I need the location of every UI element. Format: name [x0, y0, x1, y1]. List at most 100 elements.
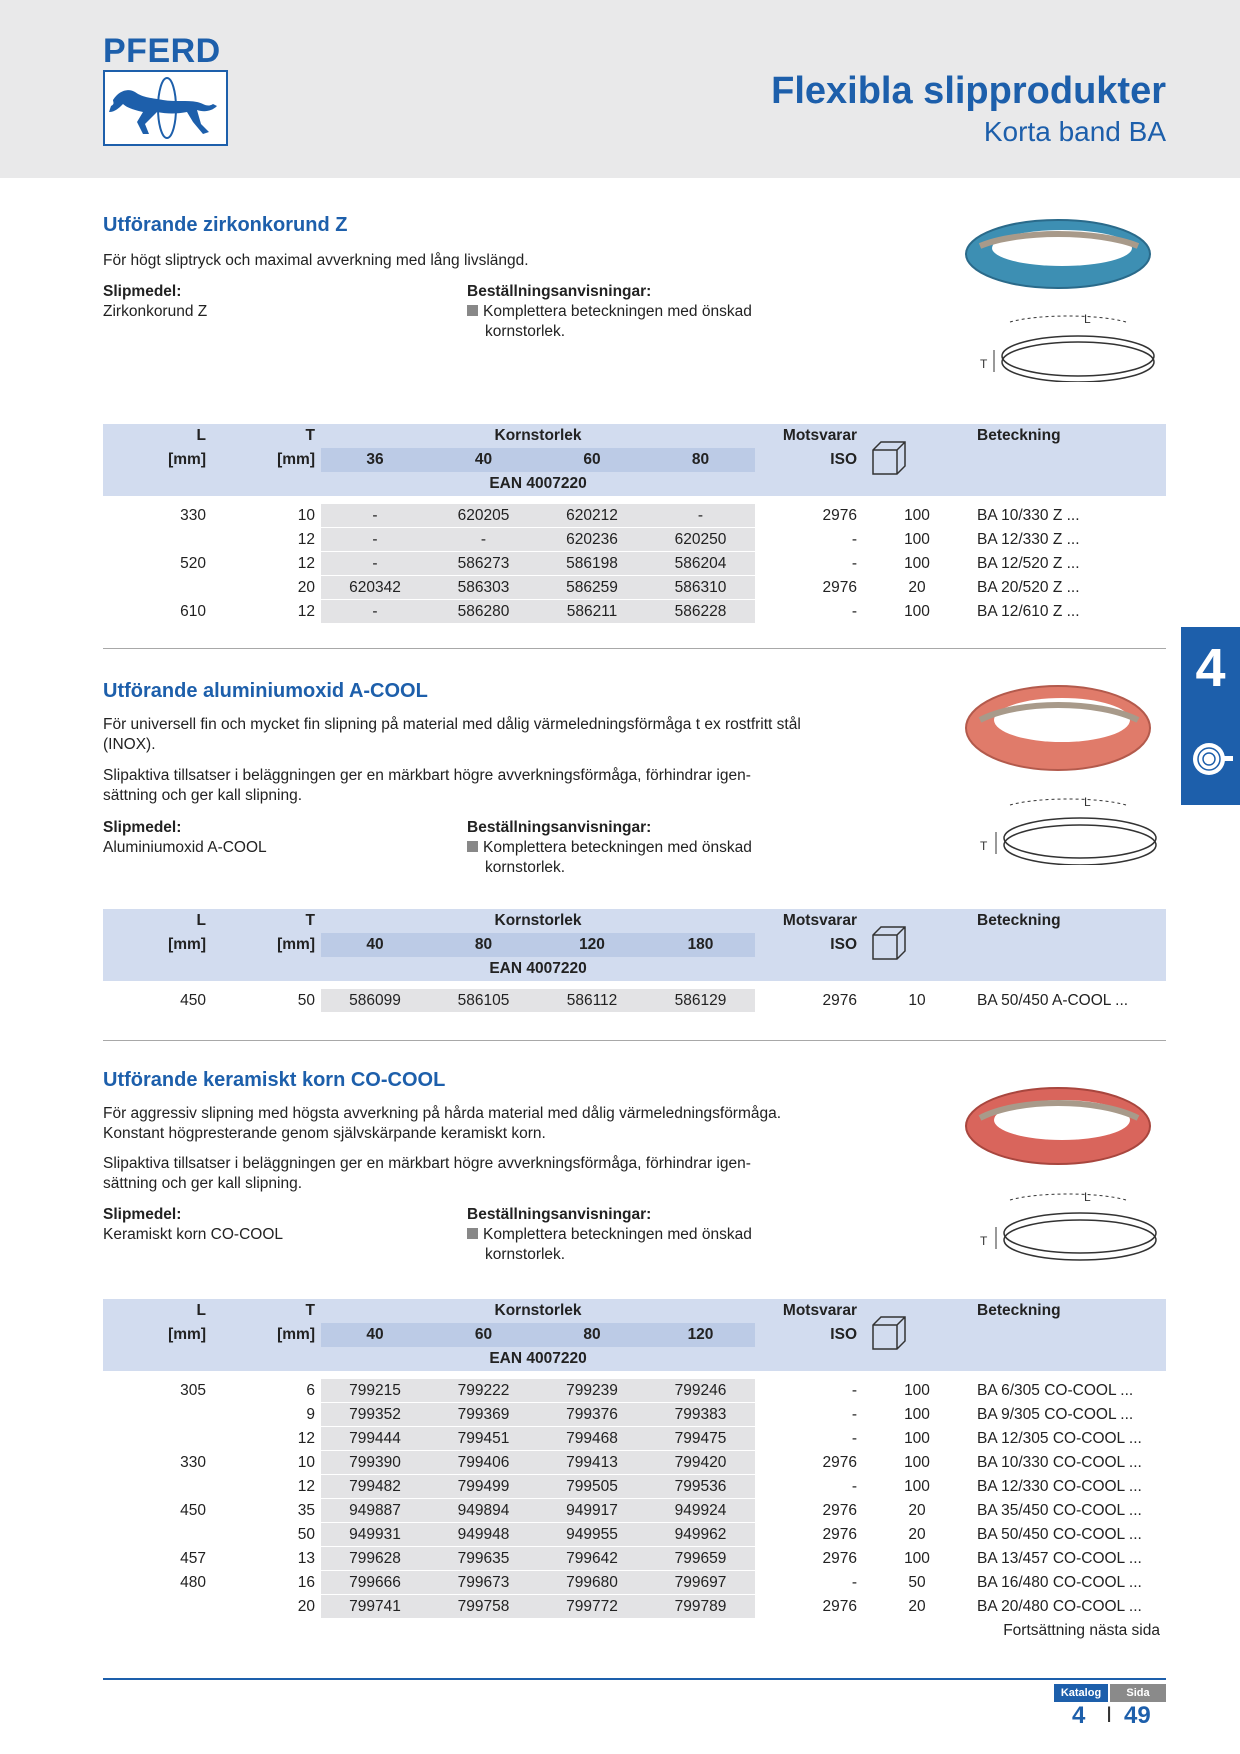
grit-header: 60: [429, 1323, 538, 1347]
section-title-acool: Utförande aluminiumoxid A-COOL: [103, 680, 428, 702]
cell-iso: -: [755, 1379, 863, 1403]
cell-ean: 799222: [429, 1379, 538, 1403]
cell-qty: 100: [863, 1547, 971, 1571]
cell-ean: 799505: [538, 1475, 646, 1499]
pferd-logo: PFERD: [103, 34, 228, 146]
cell-ean: -: [321, 528, 429, 552]
cell-qty: 100: [863, 504, 971, 528]
cell-ean: 799239: [538, 1379, 646, 1403]
col-L: L: [103, 424, 212, 448]
katalog-number: 4: [1072, 1702, 1086, 1729]
order-block: Beställningsanvisningar: Komplettera bet…: [467, 1205, 752, 1265]
cell-T: 6: [212, 1379, 321, 1403]
cell-iso: 2976: [755, 1499, 863, 1523]
cell-beteckning: BA 16/480 CO-COOL ...: [971, 1571, 1166, 1595]
cell-ean: 799420: [646, 1451, 755, 1475]
cell-ean: 799758: [429, 1595, 538, 1619]
horse-logo-icon: [103, 70, 228, 146]
col-beteckning: Beteckning: [971, 424, 1166, 496]
cell-T: 12: [212, 600, 321, 624]
order-block: Beställningsanvisningar: Komplettera bet…: [467, 818, 752, 878]
cell-ean: 586273: [429, 552, 538, 576]
bullet-square-icon: [467, 841, 478, 852]
package-icon: [863, 909, 971, 981]
cell-ean: 586280: [429, 600, 538, 624]
cell-qty: 100: [863, 528, 971, 552]
col-L-unit: [mm]: [103, 1323, 212, 1347]
cell-T: 50: [212, 989, 321, 1013]
slipmedel-value: Keramiskt korn CO-COOL: [103, 1226, 284, 1243]
col-T: T: [212, 909, 321, 933]
order-label: Beställningsanvisningar:: [467, 283, 652, 300]
section-desc: För aggressiv slipning med högsta avverk…: [103, 1105, 782, 1142]
cell-ean: 799659: [646, 1547, 755, 1571]
cell-ean: 586198: [538, 552, 646, 576]
package-icon: [863, 424, 971, 496]
cell-qty: 100: [863, 600, 971, 624]
cell-T: 13: [212, 1547, 321, 1571]
cell-L: 457: [103, 1547, 212, 1571]
cell-qty: 20: [863, 1499, 971, 1523]
cell-ean: 799499: [429, 1475, 538, 1499]
bullet-square-icon: [467, 1228, 478, 1239]
col-kornstorlek: Kornstorlek: [321, 424, 755, 448]
slipmedel-value: Zirkonkorund Z: [103, 303, 208, 320]
cell-ean: 949924: [646, 1499, 755, 1523]
product-table-cocool: L T Kornstorlek Motsvarar Beteckning [mm…: [103, 1299, 1166, 1619]
section-title-zirkon: Utförande zirkonkorund Z: [103, 214, 348, 236]
table-row: 450 35 949887 949894 949917 949924 2976 20 BA 35…: [103, 1499, 1166, 1523]
grit-header: 80: [646, 448, 755, 472]
grit-header: 40: [429, 448, 538, 472]
cell-qty: 100: [863, 1427, 971, 1451]
cell-ean: 586228: [646, 600, 755, 624]
cell-L: [103, 528, 212, 552]
section-divider: [103, 648, 1166, 649]
cell-iso: 2976: [755, 1595, 863, 1619]
cell-beteckning: BA 12/330 CO-COOL ...: [971, 1475, 1166, 1499]
grit-header: 80: [538, 1323, 646, 1347]
cell-ean: 799772: [538, 1595, 646, 1619]
cell-L: 520: [103, 552, 212, 576]
cell-T: 16: [212, 1571, 321, 1595]
col-beteckning: Beteckning: [971, 909, 1166, 981]
cell-ean: 620236: [538, 528, 646, 552]
product-table-acool: L T Kornstorlek Motsvarar Beteckning [mm…: [103, 909, 1166, 1013]
cell-ean: 799383: [646, 1403, 755, 1427]
cell-ean: 799406: [429, 1451, 538, 1475]
cell-ean: 799482: [321, 1475, 429, 1499]
table-row: 12- -620236 620250-100 BA 12/330 Z ...: [103, 528, 1166, 552]
cell-L: 450: [103, 989, 212, 1013]
cell-beteckning: BA 12/610 Z ...: [971, 600, 1166, 624]
cell-ean: 949948: [429, 1523, 538, 1547]
cell-T: 10: [212, 504, 321, 528]
section-title-cocool: Utförande keramiskt korn CO-COOL: [103, 1069, 446, 1091]
cell-qty: 100: [863, 1379, 971, 1403]
cell-ean: 799390: [321, 1451, 429, 1475]
cell-ean: -: [429, 528, 538, 552]
cell-T: 12: [212, 552, 321, 576]
col-T-unit: [mm]: [212, 1323, 321, 1347]
dim-label-T: T: [980, 357, 988, 371]
cell-beteckning: BA 6/305 CO-COOL ...: [971, 1379, 1166, 1403]
grit-header: 40: [321, 1323, 429, 1347]
cell-iso: -: [755, 600, 863, 624]
col-kornstorlek: Kornstorlek: [321, 1299, 755, 1323]
cell-L: 480: [103, 1571, 212, 1595]
cell-beteckning: BA 9/305 CO-COOL ...: [971, 1403, 1166, 1427]
cell-ean: 586303: [429, 576, 538, 600]
cell-ean: 799468: [538, 1427, 646, 1451]
cell-ean: 586112: [538, 989, 646, 1013]
cell-ean: -: [646, 504, 755, 528]
product-image-belt-zirkon: L T: [965, 219, 1155, 382]
table-row: 520 12-586273 586198 586204-100 BA 12/520 Z …: [103, 552, 1166, 576]
order-text-2: kornstorlek.: [485, 1246, 566, 1263]
cell-ean: 949931: [321, 1523, 429, 1547]
col-ean: EAN 4007220: [321, 472, 755, 496]
cell-ean: 620205: [429, 504, 538, 528]
table-row: 9 799352 799369 799376 799383-100 BA 9/305 CO…: [103, 1403, 1166, 1427]
cell-beteckning: BA 20/480 CO-COOL ...: [971, 1595, 1166, 1619]
katalog-label: Katalog: [1054, 1684, 1108, 1702]
section-desc: För universell fin och mycket fin slipni…: [103, 716, 801, 753]
cell-qty: 10: [863, 989, 971, 1013]
chapter-tab: 4: [1181, 627, 1240, 805]
